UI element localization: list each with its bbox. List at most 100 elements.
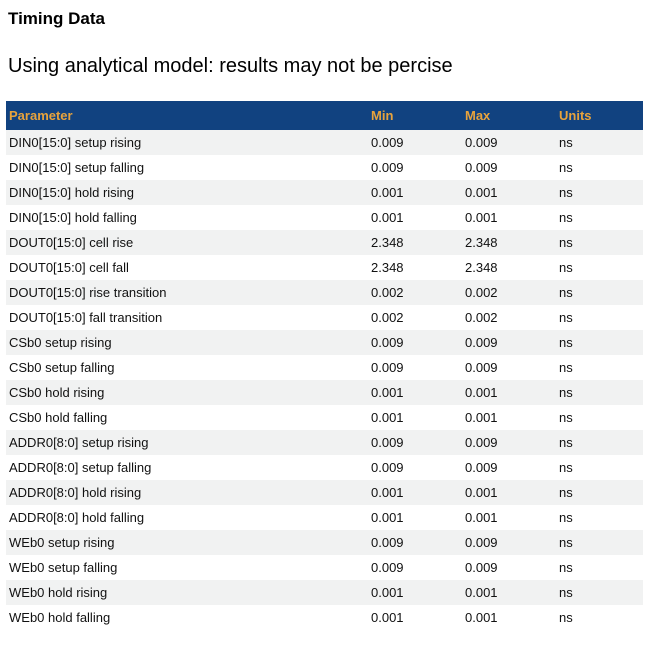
cell-max: 0.002 <box>465 310 498 325</box>
cell-units: ns <box>559 610 573 625</box>
cell-max: 0.001 <box>465 610 498 625</box>
cell-units: ns <box>559 435 573 450</box>
cell-parameter: CSb0 hold rising <box>9 385 105 400</box>
cell-units: ns <box>559 585 573 600</box>
table-row: DOUT0[15:0] cell rise 2.348 2.348 ns <box>6 230 643 255</box>
cell-units: ns <box>559 310 573 325</box>
cell-min: 0.009 <box>371 360 404 375</box>
col-header-parameter: Parameter <box>6 101 368 130</box>
cell-units: ns <box>559 210 573 225</box>
table-row: ADDR0[8:0] hold rising 0.001 0.001 ns <box>6 480 643 505</box>
cell-min: 0.009 <box>371 535 404 550</box>
cell-max: 0.001 <box>465 585 498 600</box>
cell-min: 0.001 <box>371 410 404 425</box>
cell-parameter: CSb0 hold falling <box>9 410 108 425</box>
cell-parameter: WEb0 hold rising <box>9 585 108 600</box>
cell-units: ns <box>559 285 573 300</box>
cell-units: ns <box>559 535 573 550</box>
table-row: DOUT0[15:0] rise transition 0.002 0.002 ns <box>6 280 643 305</box>
cell-min: 0.009 <box>371 335 404 350</box>
cell-max: 0.001 <box>465 385 498 400</box>
cell-units: ns <box>559 510 573 525</box>
cell-units: ns <box>559 235 573 250</box>
cell-units: ns <box>559 360 573 375</box>
cell-min: 0.001 <box>371 185 404 200</box>
cell-parameter: DOUT0[15:0] rise transition <box>9 285 167 300</box>
cell-parameter: ADDR0[8:0] setup rising <box>9 435 149 450</box>
cell-parameter: DIN0[15:0] setup falling <box>9 160 145 175</box>
cell-min: 0.001 <box>371 485 404 500</box>
cell-parameter: CSb0 setup falling <box>9 360 115 375</box>
cell-max: 0.009 <box>465 460 498 475</box>
page-subtitle: Using analytical model: results may not … <box>8 55 453 77</box>
cell-units: ns <box>559 160 573 175</box>
table-row: ADDR0[8:0] hold falling 0.001 0.001 ns <box>6 505 643 530</box>
cell-min: 0.001 <box>371 585 404 600</box>
cell-max: 0.001 <box>465 410 498 425</box>
cell-max: 0.009 <box>465 560 498 575</box>
table-row: CSb0 hold rising 0.001 0.001 ns <box>6 380 643 405</box>
cell-parameter: DOUT0[15:0] cell fall <box>9 260 129 275</box>
cell-units: ns <box>559 385 573 400</box>
cell-min: 2.348 <box>371 260 404 275</box>
cell-max: 0.001 <box>465 485 498 500</box>
table-row: CSb0 hold falling 0.001 0.001 ns <box>6 405 643 430</box>
table-row: DOUT0[15:0] fall transition 0.002 0.002 ns <box>6 305 643 330</box>
table-row: DIN0[15:0] hold falling 0.001 0.001 ns <box>6 205 643 230</box>
timing-data-table: Parameter Min Max Units DIN0[15:0] setup… <box>6 101 643 630</box>
cell-parameter: WEb0 hold falling <box>9 610 111 625</box>
cell-min: 0.002 <box>371 310 404 325</box>
table-row: ADDR0[8:0] setup rising 0.009 0.009 ns <box>6 430 643 455</box>
cell-max: 2.348 <box>465 260 498 275</box>
table-header-row: Parameter Min Max Units <box>6 101 643 130</box>
cell-max: 0.001 <box>465 185 498 200</box>
cell-parameter: DIN0[15:0] hold rising <box>9 185 135 200</box>
cell-max: 0.009 <box>465 135 498 150</box>
cell-min: 0.009 <box>371 160 404 175</box>
cell-parameter: DOUT0[15:0] cell rise <box>9 235 134 250</box>
datasheet-page: Timing Data Using analytical model: resu… <box>0 9 650 630</box>
table-body: DIN0[15:0] setup rising 0.009 0.009 ns DIN0[… <box>6 130 643 630</box>
cell-parameter: DIN0[15:0] setup rising <box>9 135 142 150</box>
cell-min: 0.001 <box>371 210 404 225</box>
cell-max: 0.001 <box>465 510 498 525</box>
table-row: DOUT0[15:0] cell fall 2.348 2.348 ns <box>6 255 643 280</box>
table-row: WEb0 setup falling 0.009 0.009 ns <box>6 555 643 580</box>
cell-min: 0.009 <box>371 560 404 575</box>
page-title: Timing Data <box>8 9 105 28</box>
cell-units: ns <box>559 335 573 350</box>
cell-parameter: ADDR0[8:0] hold falling <box>9 510 145 525</box>
cell-max: 0.009 <box>465 335 498 350</box>
col-header-units: Units <box>556 101 643 130</box>
table-row: CSb0 setup falling 0.009 0.009 ns <box>6 355 643 380</box>
table-row: ADDR0[8:0] setup falling 0.009 0.009 ns <box>6 455 643 480</box>
cell-min: 0.009 <box>371 460 404 475</box>
cell-units: ns <box>559 135 573 150</box>
table-row: DIN0[15:0] setup rising 0.009 0.009 ns <box>6 130 643 155</box>
table-row: WEb0 setup rising 0.009 0.009 ns <box>6 530 643 555</box>
table-row: WEb0 hold falling 0.001 0.001 ns <box>6 605 643 630</box>
cell-min: 0.009 <box>371 135 404 150</box>
cell-parameter: DOUT0[15:0] fall transition <box>9 310 163 325</box>
col-header-max: Max <box>462 101 556 130</box>
cell-min: 0.001 <box>371 385 404 400</box>
table-row: DIN0[15:0] hold rising 0.001 0.001 ns <box>6 180 643 205</box>
cell-max: 0.009 <box>465 160 498 175</box>
cell-max: 0.009 <box>465 360 498 375</box>
cell-max: 2.348 <box>465 235 498 250</box>
cell-min: 2.348 <box>371 235 404 250</box>
cell-min: 0.001 <box>371 510 404 525</box>
cell-parameter: WEb0 setup falling <box>9 560 118 575</box>
table-row: CSb0 setup rising 0.009 0.009 ns <box>6 330 643 355</box>
cell-parameter: ADDR0[8:0] setup falling <box>9 460 152 475</box>
cell-units: ns <box>559 485 573 500</box>
cell-units: ns <box>559 460 573 475</box>
table-row: WEb0 hold rising 0.001 0.001 ns <box>6 580 643 605</box>
cell-parameter: CSb0 setup rising <box>9 335 112 350</box>
cell-max: 0.001 <box>465 210 498 225</box>
cell-min: 0.001 <box>371 610 404 625</box>
cell-units: ns <box>559 185 573 200</box>
col-header-min: Min <box>368 101 462 130</box>
cell-parameter: WEb0 setup rising <box>9 535 115 550</box>
cell-parameter: DIN0[15:0] hold falling <box>9 210 137 225</box>
